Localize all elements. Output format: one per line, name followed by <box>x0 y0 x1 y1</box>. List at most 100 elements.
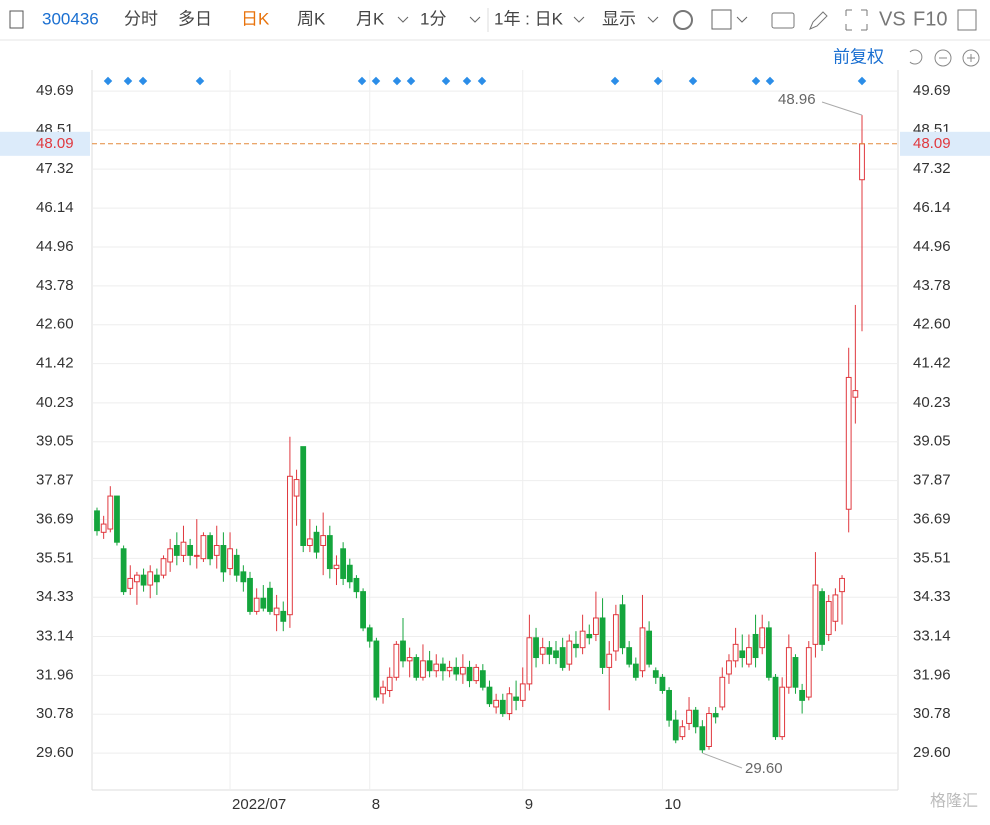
candle-body <box>765 627 772 678</box>
y-tick-label: 37.87 <box>36 472 74 489</box>
candle-body <box>639 627 646 672</box>
candle-body <box>253 597 260 612</box>
candle-body <box>593 617 599 635</box>
candle-body <box>100 523 107 533</box>
candle-body <box>160 558 167 576</box>
y-tick-label-right: 39.05 <box>913 433 951 450</box>
y-tick-label-right: 42.60 <box>913 316 951 333</box>
candle-body <box>479 670 486 688</box>
candle-body <box>227 548 233 570</box>
candle-body <box>666 689 672 721</box>
y-tick-label: 33.14 <box>36 627 74 644</box>
y-tick-label-right: 35.51 <box>913 549 951 566</box>
tab[interactable]: 1年 : 日K <box>494 9 564 28</box>
candle-body <box>539 647 546 655</box>
stock-code[interactable]: 300436 <box>42 9 99 28</box>
event-marker <box>138 76 148 86</box>
settings-icon[interactable] <box>673 10 693 30</box>
candle-body <box>626 647 633 665</box>
sidebar-icon[interactable] <box>9 10 24 29</box>
event-marker <box>123 76 133 86</box>
y-tick-label-right: 29.60 <box>913 744 951 761</box>
candle-body <box>706 713 712 748</box>
panel-icon[interactable] <box>957 9 977 31</box>
pen-icon[interactable] <box>809 11 828 30</box>
candle-body <box>187 544 194 556</box>
y-tick-label-right: 46.14 <box>913 199 951 216</box>
candle-body <box>859 143 865 181</box>
candle-body <box>612 614 619 652</box>
f10-button[interactable]: F10 <box>913 8 947 30</box>
candle-body <box>466 666 473 682</box>
candle-body <box>785 647 792 688</box>
candle-body <box>134 574 140 583</box>
candle-body <box>792 657 799 688</box>
candle-body <box>599 617 606 668</box>
event-marker <box>103 76 113 86</box>
candle-body <box>247 577 253 612</box>
y-tick-label-right: 31.96 <box>913 666 951 683</box>
tab[interactable]: 月K <box>356 9 385 28</box>
candle-body <box>726 660 732 675</box>
y-tick-label: 41.42 <box>36 355 74 372</box>
candle-body <box>293 479 300 497</box>
y-tick-label-right: 30.78 <box>913 705 951 722</box>
fullscreen-icon[interactable] <box>845 9 868 31</box>
candle-body <box>573 643 579 649</box>
tab[interactable]: 分时 <box>124 9 158 28</box>
candle-body <box>147 571 154 586</box>
checkbox-icon[interactable] <box>711 9 732 30</box>
candle-body <box>207 535 213 560</box>
candle-body <box>499 699 506 715</box>
candle-body <box>340 548 347 579</box>
tab[interactable]: 多日 <box>178 9 212 28</box>
candle-body <box>586 633 593 639</box>
event-marker <box>371 76 381 86</box>
candle-body <box>513 696 519 701</box>
x-tick-label: 10 <box>664 796 681 813</box>
zoom-out-icon[interactable] <box>934 49 952 67</box>
zoom-in-icon[interactable] <box>962 49 980 67</box>
candle-body <box>819 591 825 645</box>
y-tick-label: 49.69 <box>36 82 74 99</box>
candle-body <box>852 390 859 398</box>
current-price-label-right: 48.09 <box>913 135 951 152</box>
y-tick-label-right: 33.14 <box>913 627 951 644</box>
candle-body <box>240 571 247 583</box>
candle-body <box>606 653 613 668</box>
x-tick-label: 2022/07 <box>232 796 286 813</box>
vs-button[interactable]: VS <box>879 8 906 30</box>
adjust-button[interactable]: 前复权 <box>833 47 884 66</box>
candle-body <box>260 597 267 609</box>
candle-body <box>353 577 360 593</box>
candle-body <box>200 535 207 560</box>
tab[interactable]: 显示 <box>602 9 636 28</box>
toolbar: 300436 分时 多日 日K 周K 月K 1分 1年 : 日K 显示 VS F… <box>0 8 990 67</box>
y-tick-label: 35.51 <box>36 549 74 566</box>
tab[interactable]: 周K <box>297 9 326 28</box>
tab[interactable]: 1分 <box>420 9 446 28</box>
y-tick-label-right: 47.32 <box>913 160 951 177</box>
candle-body <box>233 554 240 576</box>
y-tick-label: 40.23 <box>36 394 74 411</box>
candle-body <box>153 574 160 583</box>
y-tick-label: 29.60 <box>36 744 74 761</box>
event-marker <box>392 76 402 86</box>
chevron <box>647 16 659 23</box>
y-tick-label-right: 34.33 <box>913 588 951 605</box>
candle-body <box>386 676 393 691</box>
candle-body <box>426 660 433 672</box>
candle-body <box>672 719 679 741</box>
candle-body <box>546 647 553 655</box>
candle-body <box>453 666 460 675</box>
price-band-left <box>0 131 90 156</box>
low-label: 29.60 <box>745 760 783 777</box>
high-leader <box>821 101 863 116</box>
tab-active[interactable]: 日K <box>241 9 270 28</box>
candle-body <box>839 577 845 593</box>
camera-icon[interactable] <box>771 12 795 29</box>
candle-body <box>752 633 759 659</box>
candle-body <box>273 607 280 616</box>
candle-body <box>719 676 726 708</box>
undo-icon[interactable] <box>909 49 923 65</box>
